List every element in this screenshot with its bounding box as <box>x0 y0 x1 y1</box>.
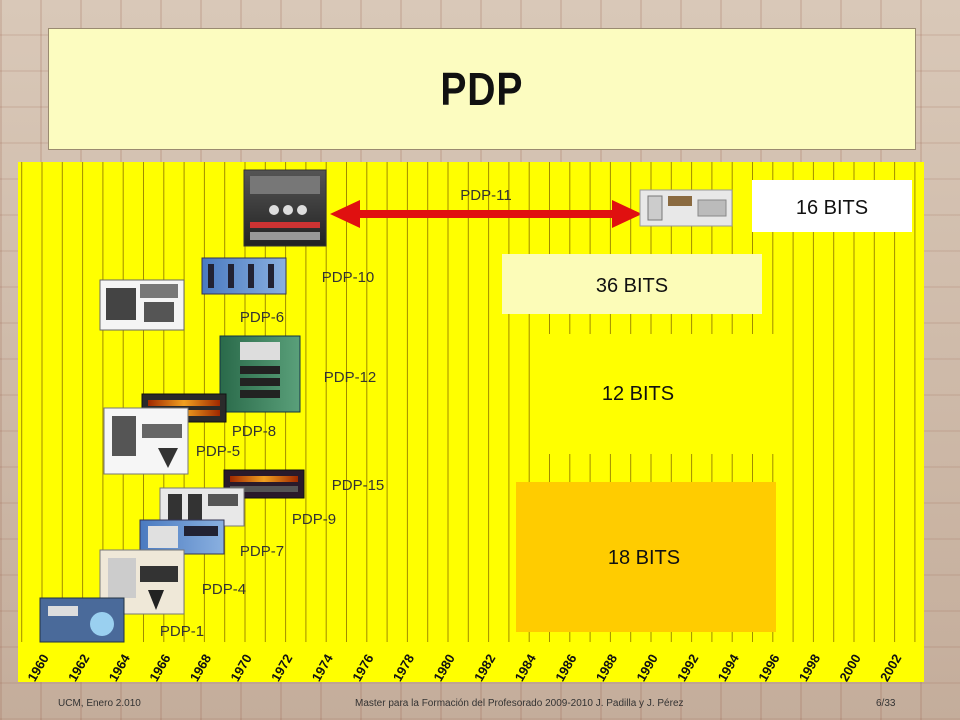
pdp11-photo-right <box>639 189 733 227</box>
label-pdp15: PDP-15 <box>332 477 385 494</box>
label-pdp7: PDP-7 <box>240 543 284 560</box>
axis-strip <box>18 642 924 682</box>
pdp1-photo <box>39 597 125 643</box>
bits-box-18 <box>516 482 776 632</box>
timeline-chart: 16 BITS 36 BITS 12 BITS 18 BITS <box>18 162 924 682</box>
pdp6-photo <box>99 279 185 331</box>
label-pdp9: PDP-9 <box>292 511 336 528</box>
label-pdp1: PDP-1 <box>160 623 204 640</box>
bits-label-16: 16 BITS <box>796 197 868 219</box>
pdp7-photo <box>139 519 225 555</box>
bits-box-16 <box>752 180 912 232</box>
label-pdp10: PDP-10 <box>322 269 375 286</box>
pdp12-photo <box>219 335 301 413</box>
footer-right: 6/33 <box>876 698 896 709</box>
pdp15-photo <box>223 469 305 499</box>
label-pdp12: PDP-12 <box>324 369 377 386</box>
pdp10-photo <box>201 257 287 295</box>
pdp11-photo-left <box>243 169 327 247</box>
label-pdp8: PDP-8 <box>232 423 276 440</box>
footer-left: UCM, Enero 2.010 <box>58 698 141 709</box>
bits-label-18: 18 BITS <box>608 547 680 569</box>
footer-center: Master para la Formación del Profesorado… <box>355 698 684 709</box>
label-pdp5: PDP-5 <box>196 443 240 460</box>
bits-label-36: 36 BITS <box>596 275 668 297</box>
label-pdp4: PDP-4 <box>202 581 246 598</box>
label-pdp6: PDP-6 <box>240 309 284 326</box>
bits-box-36 <box>502 254 762 314</box>
title-box: PDP <box>48 28 916 150</box>
bits-label-12: 12 BITS <box>602 383 674 405</box>
slide-title: PDP <box>440 63 524 115</box>
pdp5-photo <box>103 407 189 475</box>
pdp11-span-arrow <box>330 200 642 228</box>
label-pdp11: PDP-11 <box>460 187 511 204</box>
bits-box-12 <box>548 334 780 454</box>
